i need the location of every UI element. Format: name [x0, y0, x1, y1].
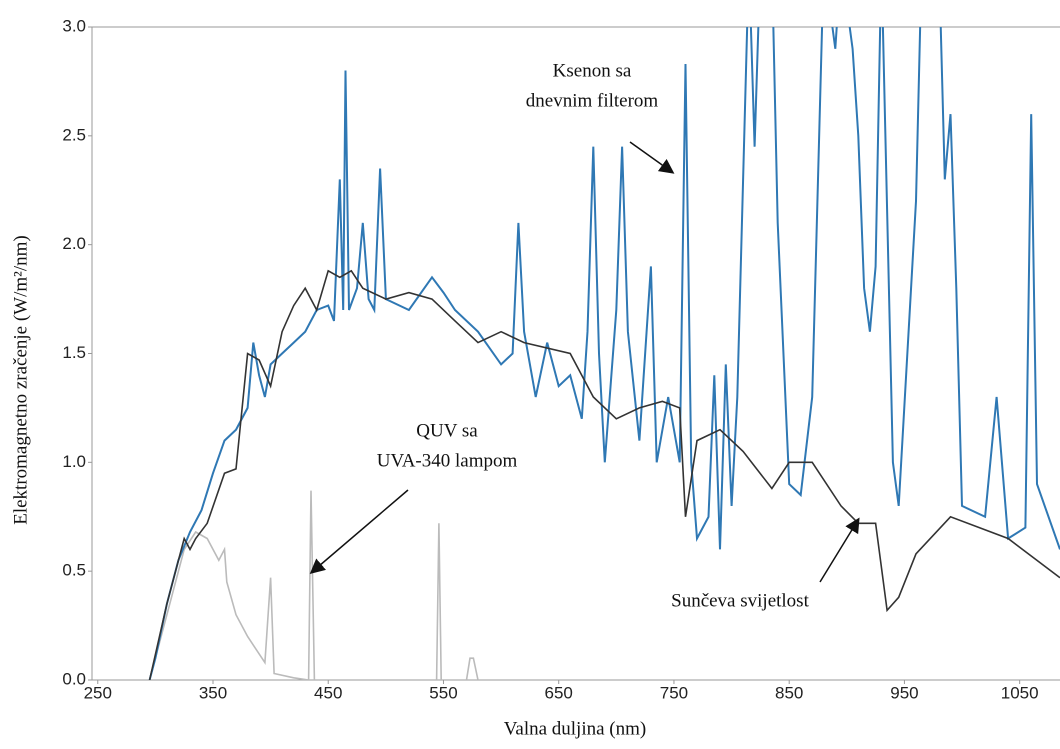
y-axis-title: Elektromagnetno zračenje (W/m²/nm): [10, 235, 31, 525]
x-tick-label: 350: [199, 683, 227, 702]
series-line: [148, 490, 502, 680]
x-tick-label: 450: [314, 683, 342, 702]
y-tick-label: 3.0: [62, 16, 86, 35]
arrow: [309, 489, 409, 574]
x-tick-label: 650: [545, 683, 573, 702]
annotation: QUV sa: [416, 420, 478, 441]
x-tick-label: 850: [775, 683, 803, 702]
annotation: Ksenon sa: [553, 60, 632, 81]
y-tick-label: 1.5: [62, 343, 86, 362]
x-tick-label: 950: [890, 683, 918, 702]
series-line: [148, 27, 1060, 680]
annotation: dnevnim filterom: [526, 90, 659, 111]
x-tick-label: 550: [429, 683, 457, 702]
y-tick-label: 1.0: [62, 452, 86, 471]
annotation: UVA-340 lampom: [377, 450, 518, 471]
arrow: [819, 517, 860, 583]
y-tick-label: 0.5: [62, 561, 86, 580]
x-tick-label: 250: [84, 683, 112, 702]
x-tick-label: 1050: [1001, 683, 1039, 702]
x-axis-title: Valna duljina (nm): [504, 718, 646, 739]
y-tick-label: 2.5: [62, 125, 86, 144]
x-tick-label: 750: [660, 683, 688, 702]
annotation: Sunčeva svijetlost: [671, 590, 809, 611]
y-tick-label: 2.0: [62, 234, 86, 253]
series-line: [148, 269, 1060, 680]
plot-area: [148, 27, 1060, 680]
arrow: [629, 141, 675, 174]
y-tick-label: 0.0: [62, 669, 86, 688]
